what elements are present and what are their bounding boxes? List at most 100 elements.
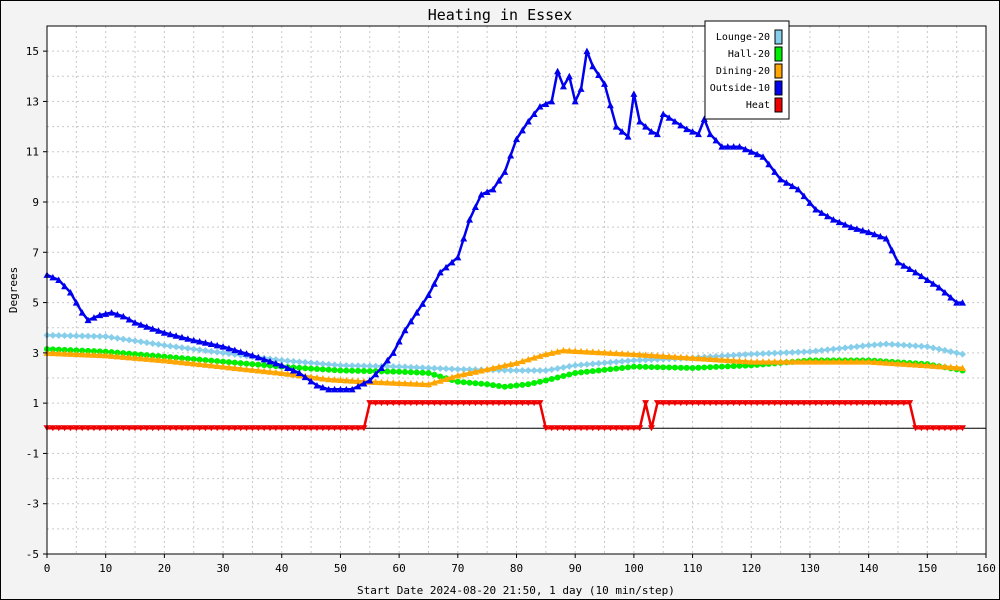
data-point-marker (90, 348, 97, 355)
data-point-marker (589, 425, 597, 432)
data-point-marker (812, 400, 820, 407)
data-point-marker (166, 330, 174, 338)
data-point-marker (941, 289, 949, 296)
y-tick-label: 1 (32, 397, 39, 410)
data-point-marker (642, 356, 650, 364)
data-point-marker (72, 350, 80, 358)
data-point-marker (178, 344, 186, 352)
data-point-marker (143, 323, 151, 330)
data-point-marker (155, 356, 163, 363)
data-point-marker (501, 366, 509, 374)
data-point-marker (348, 362, 356, 370)
data-point-marker (348, 425, 356, 432)
data-point-marker (601, 425, 609, 432)
data-point-marker (360, 425, 368, 432)
data-point-marker (389, 379, 397, 386)
legend-label: Dining-20 (716, 66, 770, 77)
data-point-marker (231, 364, 239, 371)
data-point-marker (184, 335, 192, 342)
data-point-marker (255, 361, 262, 368)
data-point-marker (360, 367, 367, 374)
data-point-marker (166, 357, 174, 365)
data-point-marker (847, 358, 855, 365)
data-point-marker (730, 363, 737, 370)
data-point-marker (812, 347, 820, 355)
data-point-marker (113, 311, 121, 318)
legend-swatch (774, 63, 783, 79)
data-point-marker (736, 400, 744, 407)
data-point-marker (736, 362, 743, 369)
data-point-marker (741, 357, 749, 365)
data-point-marker (542, 366, 550, 374)
data-point-marker (630, 350, 638, 358)
data-point-marker (736, 351, 744, 359)
data-point-marker (72, 299, 80, 306)
data-point-marker (243, 360, 250, 367)
data-point-marker (483, 188, 491, 195)
data-point-marker (583, 360, 591, 368)
data-point-marker (565, 347, 573, 354)
data-point-marker (484, 381, 491, 388)
data-point-marker (401, 368, 408, 375)
data-point-marker (466, 365, 474, 373)
data-point-marker (430, 379, 438, 386)
data-point-marker (513, 135, 520, 143)
data-point-marker (542, 377, 549, 384)
data-point-marker (882, 359, 890, 366)
data-point-marker (636, 118, 644, 125)
data-point-marker (829, 345, 837, 353)
x-tick-label: 160 (976, 562, 996, 575)
data-point-marker (619, 364, 626, 371)
data-point-marker (689, 128, 697, 135)
data-point-marker (624, 350, 632, 357)
data-point-marker (113, 334, 121, 342)
data-point-marker (507, 151, 515, 159)
data-point-marker (724, 143, 732, 150)
data-point-marker (566, 371, 573, 378)
data-point-marker (366, 368, 373, 375)
data-point-marker (424, 380, 432, 388)
data-point-marker (366, 400, 374, 407)
data-point-marker (695, 364, 702, 371)
data-point-marker (554, 374, 561, 381)
data-point-marker (289, 366, 297, 374)
data-point-marker (829, 400, 837, 407)
data-point-marker (249, 361, 256, 368)
data-point-marker (583, 425, 591, 432)
legend-label: Heat (746, 100, 770, 111)
data-point-marker (284, 364, 292, 371)
data-point-marker (894, 400, 902, 407)
data-point-marker (413, 380, 421, 387)
data-point-marker (219, 425, 227, 432)
data-point-marker (366, 362, 374, 370)
data-point-marker (489, 400, 497, 407)
data-point-marker (595, 425, 603, 432)
x-tick-label: 50 (334, 562, 347, 575)
data-point-marker (184, 425, 192, 432)
data-point-marker (436, 364, 444, 372)
data-point-marker (507, 366, 515, 374)
data-point-marker (536, 366, 544, 374)
data-point-marker (442, 365, 450, 373)
data-point-marker (888, 400, 896, 407)
data-point-marker (618, 349, 626, 357)
data-point-marker (906, 360, 914, 368)
data-point-marker (248, 366, 256, 373)
data-point-marker (207, 425, 215, 432)
data-point-marker (917, 425, 925, 432)
data-point-marker (694, 130, 702, 138)
data-point-marker (736, 143, 744, 150)
data-point-marker (424, 400, 432, 407)
data-point-marker (96, 425, 104, 432)
data-point-marker (336, 376, 344, 383)
data-point-marker (85, 347, 92, 354)
data-point-marker (718, 363, 725, 370)
data-point-marker (741, 350, 749, 358)
data-point-marker (61, 350, 69, 357)
data-point-marker (870, 230, 878, 238)
data-point-marker (307, 359, 315, 367)
data-point-marker (606, 358, 614, 366)
data-point-marker (612, 349, 620, 357)
data-point-marker (413, 369, 420, 376)
data-point-marker (959, 425, 967, 432)
